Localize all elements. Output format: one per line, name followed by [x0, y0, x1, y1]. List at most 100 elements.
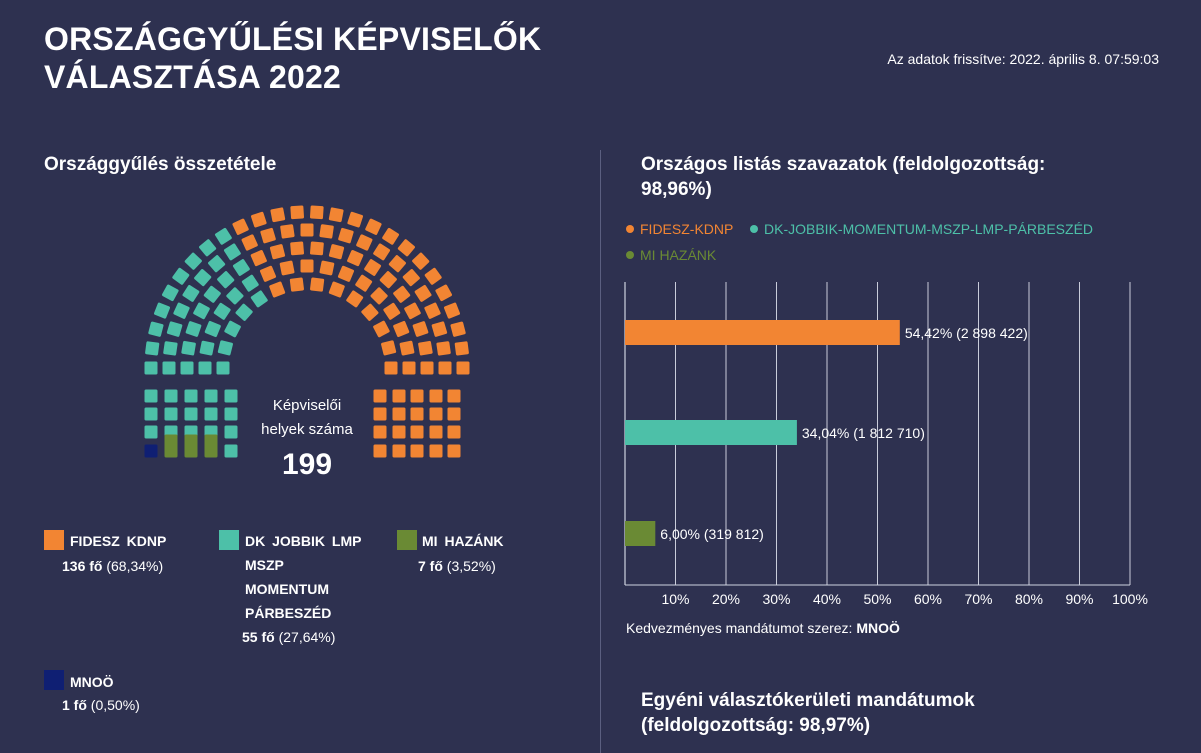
- chart-tick-label: 90%: [1065, 591, 1093, 607]
- mi-hazank-legend-name: MI HAZÁNK: [422, 533, 504, 549]
- district-mandates-heading: Egyéni választókerületi mandátumok (feld…: [641, 688, 975, 738]
- seat: [431, 321, 448, 337]
- seat: [269, 281, 286, 298]
- chart-data-label: 54,42% (2 898 422): [905, 325, 1028, 341]
- dk-name-line-4: PÁRBESZÉD: [245, 605, 332, 621]
- seat: [250, 250, 267, 267]
- seat: [184, 252, 202, 270]
- seat: [347, 211, 364, 228]
- seat: [181, 340, 196, 356]
- fidesz-pct: (68,34%): [106, 558, 164, 574]
- seat: [300, 259, 314, 273]
- seat: [402, 361, 416, 375]
- seat: [356, 234, 373, 251]
- seat: [410, 425, 424, 439]
- seat: [383, 302, 401, 320]
- seat: [382, 227, 400, 245]
- seat: [399, 340, 415, 356]
- seat: [144, 361, 158, 375]
- seat-total-label-line2: helyek száma: [261, 421, 353, 438]
- dk-name-line-3: MOMENTUM: [245, 581, 329, 597]
- last-updated: Az adatok frissítve: 2022. április 8. 07…: [887, 51, 1159, 67]
- seat: [199, 340, 215, 356]
- seat: [450, 321, 466, 337]
- seat: [418, 340, 433, 356]
- seat: [194, 269, 212, 287]
- seat: [232, 218, 249, 235]
- mi-hazank-pct: (3,52%): [446, 558, 496, 574]
- seat: [381, 340, 397, 356]
- dk-pct: (27,64%): [278, 629, 336, 645]
- seat: [392, 425, 406, 439]
- seat: [224, 389, 238, 403]
- seat: [328, 244, 345, 260]
- seat: [148, 321, 164, 337]
- seat: [204, 444, 218, 458]
- fidesz-dot-icon: [626, 225, 634, 233]
- seat: [217, 340, 233, 356]
- mi-hazank-swatch: [397, 530, 417, 550]
- district-heading-line2: (feldolgozottság: 98,97%): [641, 715, 871, 736]
- seat: [454, 341, 469, 356]
- seat: [379, 271, 397, 289]
- seat: [217, 271, 235, 289]
- seat: [269, 244, 286, 260]
- seat: [290, 205, 305, 220]
- seat: [184, 434, 198, 448]
- seat: [270, 207, 286, 223]
- seat: [429, 407, 443, 421]
- seat: [226, 287, 244, 305]
- chart-data-label: 34,04% (1 812 710): [802, 425, 925, 441]
- seat: [346, 290, 364, 308]
- seat: [164, 444, 178, 458]
- chart-tick-label: 60%: [914, 591, 942, 607]
- seat: [410, 444, 424, 458]
- list-votes-heading-line2: 98,96%): [641, 179, 712, 200]
- seat: [280, 224, 295, 239]
- seat: [241, 234, 258, 251]
- seat: [260, 227, 276, 244]
- seat: [204, 407, 218, 421]
- fidesz-legend-count: 136 fő (68,34%): [62, 556, 163, 576]
- chart-bar: [625, 320, 900, 345]
- seat-total-label-line1: Képviselői: [272, 397, 342, 414]
- seat: [373, 425, 387, 439]
- seat: [250, 211, 267, 228]
- seat: [420, 361, 434, 375]
- seat: [355, 274, 373, 292]
- seat: [310, 241, 324, 256]
- seat: [198, 361, 212, 375]
- seat: [410, 407, 424, 421]
- chart-tick-label: 50%: [863, 591, 891, 607]
- seat: [444, 302, 460, 319]
- seat: [216, 361, 230, 375]
- seat: [429, 425, 443, 439]
- list-votes-heading-line1: Országos listás szavazatok (feldolgozott…: [641, 154, 1046, 175]
- mi-hazank-dot-icon: [626, 251, 634, 259]
- seat: [173, 302, 190, 319]
- mi-hazank-legend-count: 7 fő (3,52%): [418, 556, 496, 576]
- seat: [279, 260, 295, 276]
- parliament-heading: Országgyűlés összetétele: [44, 154, 277, 175]
- seat: [429, 444, 443, 458]
- seat: [365, 218, 382, 235]
- seat: [204, 320, 221, 338]
- seat: [373, 320, 390, 338]
- title-line-2: VÁLASZTÁSA 2022: [44, 59, 341, 95]
- fidesz-count: 136 fő: [62, 558, 103, 574]
- chart-tick-label: 80%: [1015, 591, 1043, 607]
- seat: [456, 361, 470, 375]
- seat: [393, 285, 411, 303]
- seat: [172, 267, 190, 285]
- seat: [373, 407, 387, 421]
- chart-legend-mi-hazank: MI HAZÁNK: [626, 244, 716, 266]
- seat: [224, 320, 241, 338]
- seat: [404, 302, 421, 320]
- seat-total-label: Képviselői helyek száma: [247, 394, 367, 442]
- seat: [347, 250, 364, 267]
- seat: [424, 267, 442, 285]
- seat: [438, 361, 452, 375]
- seat: [447, 425, 461, 439]
- seat: [145, 341, 160, 356]
- dk-dot-icon: [750, 225, 758, 233]
